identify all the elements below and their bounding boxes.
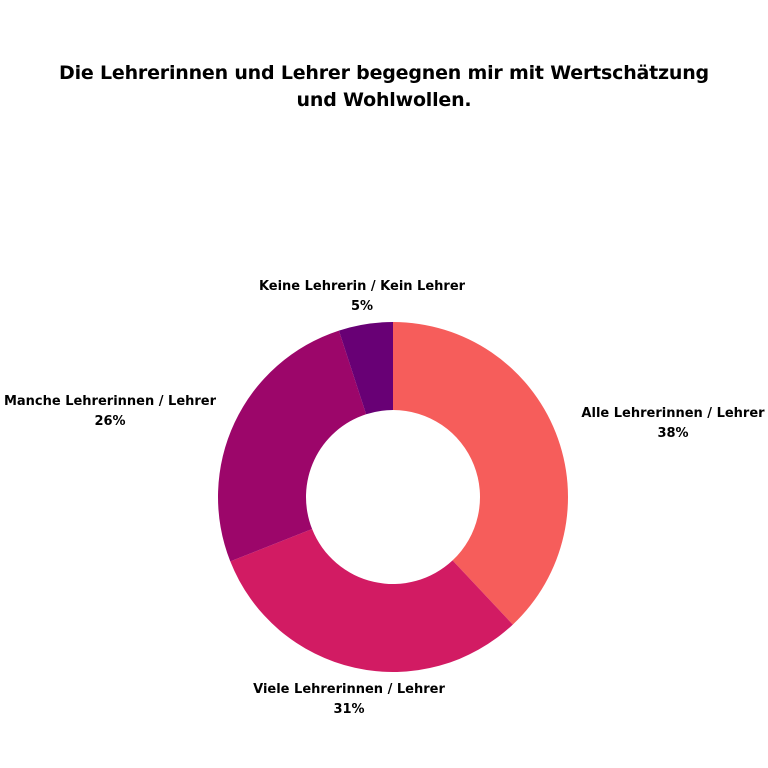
donut-slice xyxy=(217,330,367,562)
slice-value-label: 38% xyxy=(657,426,688,441)
slice-category-label: Manche Lehrerinnen / Lehrer xyxy=(4,394,217,409)
slice-category-label: Keine Lehrerin / Kein Lehrer xyxy=(259,279,466,294)
donut-slice xyxy=(393,322,568,625)
chart-title: Die Lehrerinnen und Lehrer begegnen mir … xyxy=(59,62,709,111)
slice-value-label: 31% xyxy=(333,702,364,717)
donut-slices xyxy=(217,322,568,673)
slice-labels: Alle Lehrerinnen / Lehrer 38% Viele Lehrer… xyxy=(4,279,765,717)
slice-category-label: Viele Lehrerinnen / Lehrer xyxy=(253,682,445,697)
donut-slice xyxy=(338,322,393,415)
slice-value-label: 5% xyxy=(351,299,373,314)
slice-value-label: 26% xyxy=(94,414,125,429)
donut-slice xyxy=(230,529,513,673)
slice-category-label: Alle Lehrerinnen / Lehrer xyxy=(581,406,765,421)
